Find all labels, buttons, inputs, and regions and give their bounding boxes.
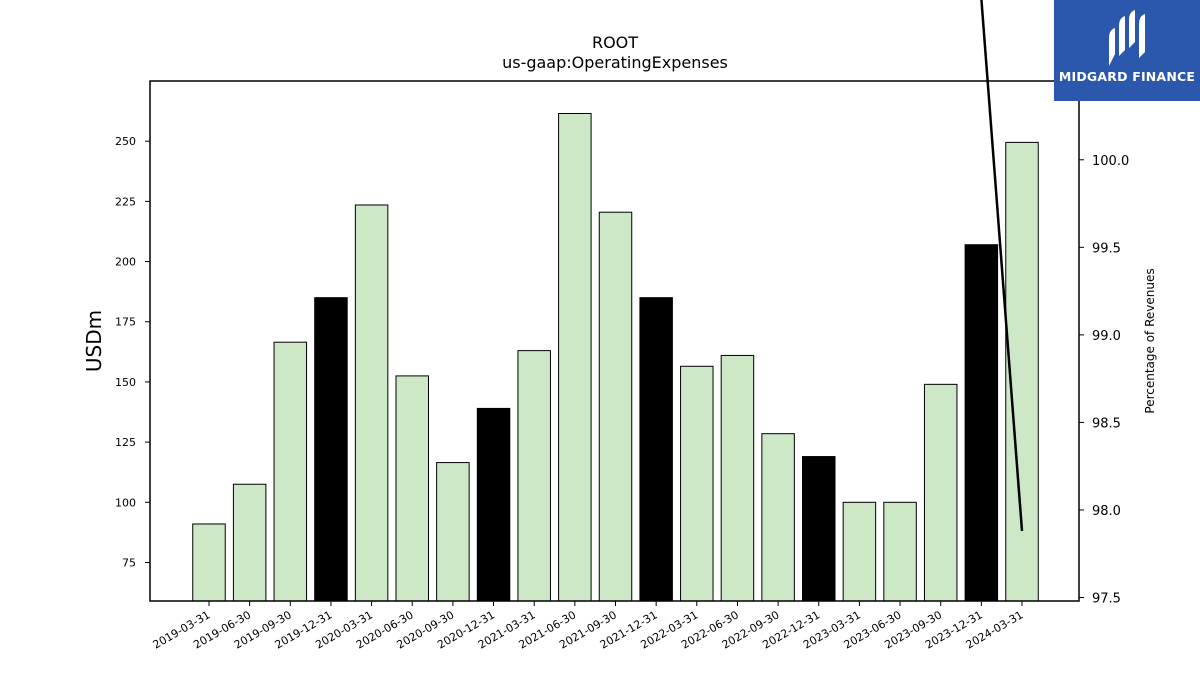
y2-tick-label: 99.0: [1092, 329, 1121, 344]
y2-axis-label: Percentage of Revenues: [1143, 268, 1157, 413]
y-tick-label: 75: [122, 556, 136, 569]
bar-2021-12-31: [639, 297, 673, 602]
bar-2023-12-31: [964, 244, 999, 602]
bar-2021-06-30: [558, 113, 592, 602]
y2-tick-label: 100.0: [1092, 154, 1129, 169]
y-tick-label: 225: [115, 195, 136, 208]
y-axis-label: USDm: [82, 310, 106, 372]
y2-tick-label: 99.5: [1092, 241, 1121, 256]
y-tick-label: 200: [115, 256, 136, 269]
y-tick-label: 125: [115, 436, 136, 449]
y2-tick-label: 98.0: [1092, 504, 1121, 519]
bar-2023-03-31: [842, 501, 877, 602]
logo-text: MIDGARD FINANCE: [1058, 69, 1196, 84]
bar-2021-09-30: [598, 211, 633, 602]
plot-frame: [149, 80, 1080, 602]
logo-mark-icon: [1109, 10, 1145, 66]
percentage-line: [980, 0, 1024, 532]
bar-2020-12-31: [476, 407, 511, 602]
bar-2021-03-31: [517, 350, 551, 602]
bar-2022-09-30: [761, 433, 795, 602]
y-tick-label: 175: [115, 316, 136, 329]
bar-2022-06-30: [720, 354, 755, 602]
bar-2019-12-31: [314, 297, 348, 602]
bar-2023-09-30: [923, 383, 958, 602]
bar-2022-03-31: [680, 365, 714, 602]
chart-subtitle: us-gaap:OperatingExpenses: [502, 53, 728, 72]
y2-tick-label: 98.5: [1092, 416, 1121, 431]
bar-2019-03-31: [192, 523, 226, 602]
bar-2020-06-30: [395, 375, 429, 602]
y2-tick-label: 97.5: [1092, 591, 1121, 606]
bar-2020-03-31: [354, 204, 389, 602]
y-tick-label: 100: [115, 496, 136, 509]
bar-2023-06-30: [883, 501, 917, 602]
y-tick-label: 250: [115, 135, 136, 148]
bar-2019-06-30: [232, 483, 267, 602]
bar-2020-09-30: [436, 462, 470, 602]
y-tick-label: 150: [115, 376, 136, 389]
bar-2022-12-31: [802, 456, 836, 602]
bar-2019-09-30: [273, 341, 308, 602]
chart-title: ROOT: [592, 33, 638, 52]
midgard-finance-logo: MIDGARD FINANCE: [1054, 0, 1200, 101]
